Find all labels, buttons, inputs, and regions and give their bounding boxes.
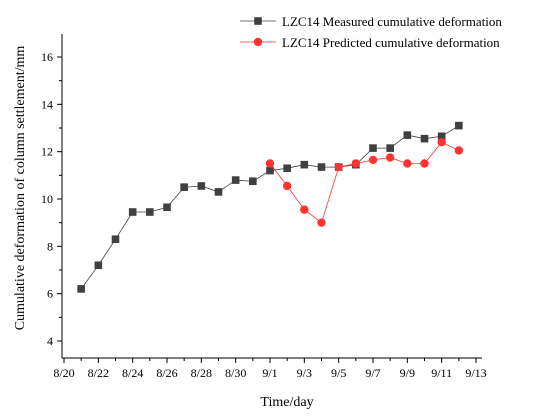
data-point — [77, 285, 85, 293]
y-axis-title: Cumulative deformation of column settlem… — [13, 46, 28, 331]
plot-area — [61, 34, 482, 359]
x-tick-label: 9/7 — [365, 366, 380, 380]
data-point — [369, 144, 377, 152]
data-point — [163, 203, 171, 212]
data-point — [146, 208, 154, 216]
x-tick-label: 9/11 — [431, 366, 452, 380]
data-point — [437, 132, 446, 141]
y-tick-label: 12 — [41, 145, 53, 159]
data-point — [214, 188, 223, 196]
series-line — [269, 141, 459, 224]
data-point — [249, 177, 257, 186]
data-point — [317, 163, 326, 171]
x-tick-label: 8/22 — [88, 366, 109, 380]
legend: LZC14 Measured cumulative deformation LZC… — [240, 14, 502, 50]
x-tick-label: 8/28 — [191, 366, 212, 380]
data-point — [265, 159, 275, 168]
series-line — [80, 125, 460, 290]
x-tick-label: 8/24 — [122, 366, 143, 380]
x-tick-label: 9/9 — [400, 366, 415, 380]
x-tick-label: 8/20 — [53, 366, 74, 380]
data-point — [300, 160, 309, 169]
x-tick-label: 9/3 — [297, 366, 312, 380]
data-point — [368, 155, 378, 165]
series-1 — [77, 121, 463, 293]
data-point — [385, 153, 395, 162]
data-point — [180, 183, 188, 191]
x-axis-title: Time/day — [260, 395, 313, 410]
x-tick-label: 9/13 — [465, 366, 486, 380]
data-point — [231, 176, 240, 184]
y-tick-label: 14 — [41, 97, 53, 111]
x-tick-label: 8/30 — [225, 366, 246, 380]
x-tick-label: 8/26 — [156, 366, 177, 380]
x-axis: 8/20 8/22 8/24 8/26 8/28 8/30 9/1 9/3 9/5 9/7 9/9 9… — [53, 358, 487, 380]
y-tick-label: 10 — [41, 192, 53, 206]
data-point — [283, 164, 291, 173]
data-point — [282, 181, 292, 191]
x-tick-label: 9/5 — [331, 366, 346, 380]
data-point — [403, 159, 412, 168]
legend-item: LZC14 Measured cumulative deformation — [240, 14, 502, 29]
x-tick-label: 9/1 — [262, 366, 277, 380]
data-point — [94, 261, 103, 270]
data-point — [266, 166, 274, 175]
data-point — [111, 235, 120, 244]
legend-label: LZC14 Measured cumulative deformation — [282, 14, 502, 29]
series-layer — [77, 121, 464, 293]
data-point — [420, 159, 429, 168]
data-point — [454, 146, 464, 155]
y-tick-label: 16 — [41, 50, 53, 64]
data-point — [351, 159, 361, 168]
legend-marker — [253, 37, 263, 47]
data-point — [334, 162, 343, 172]
legend-marker — [254, 17, 262, 25]
y-axis: 4 6 8 10 12 14 16 — [41, 50, 62, 348]
data-point — [403, 131, 412, 139]
data-point — [317, 218, 326, 227]
data-point — [386, 144, 394, 152]
data-point — [437, 138, 446, 147]
data-point — [455, 121, 463, 130]
data-point — [300, 205, 309, 214]
y-tick-label: 8 — [47, 239, 53, 253]
legend-item: LZC14 Predicted cumulative deformation — [240, 35, 500, 50]
data-point — [420, 134, 429, 143]
data-point — [197, 182, 206, 190]
y-tick-label: 6 — [47, 287, 53, 301]
series-2 — [265, 138, 464, 227]
data-point — [128, 208, 137, 216]
y-tick-label: 4 — [47, 334, 53, 348]
legend-label: LZC14 Predicted cumulative deformation — [282, 35, 500, 50]
